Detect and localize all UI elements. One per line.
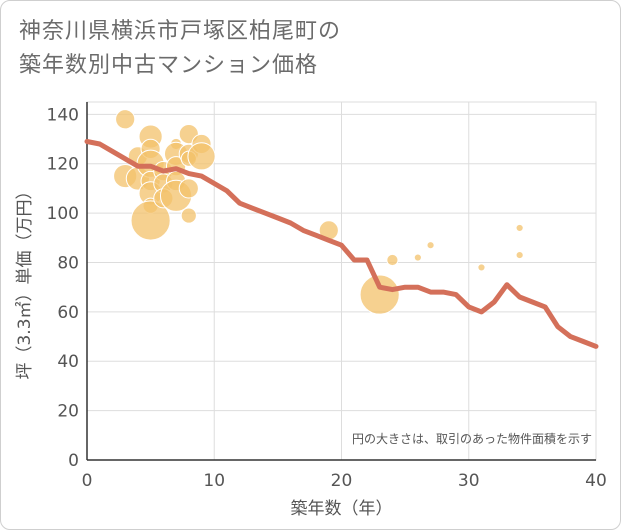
y-tick-label: 100: [47, 204, 79, 224]
y-tick-label: 80: [57, 253, 79, 273]
x-tick-label: 20: [331, 471, 353, 491]
grid-lines: [86, 101, 597, 461]
title-line-2: 築年数別中古マンション価格: [19, 53, 319, 78]
title-line-1: 神奈川県横浜市戸塚区柏尾町の: [19, 19, 342, 44]
bubble-point: [515, 223, 524, 233]
y-tick-label: 60: [57, 303, 79, 323]
y-tick-label: 140: [47, 105, 79, 125]
x-tick-label: 30: [458, 471, 480, 491]
bubble-point: [178, 178, 199, 199]
y-tick-label: 20: [57, 402, 79, 422]
chart-title: 神奈川県横浜市戸塚区柏尾町の 築年数別中古マンション価格: [19, 15, 341, 83]
x-tick-label: 40: [585, 471, 607, 491]
average-price-line: [84, 139, 599, 349]
y-tick-label: 0: [68, 451, 79, 471]
size-note: 円の大きさは、取引のあった物件面積を示す: [352, 431, 592, 446]
y-tick-label: 120: [47, 155, 79, 175]
bubble-point: [180, 207, 197, 224]
bubble-point: [359, 274, 400, 315]
tick-labels: 0 20 40 60 80 100 120 140 0 10 20 30 40: [47, 105, 607, 491]
y-tick-label: 40: [57, 352, 79, 372]
bubble-point: [477, 263, 486, 272]
bubble-point: [515, 250, 524, 260]
bubble-point: [386, 253, 399, 267]
x-tick-label: 0: [82, 471, 93, 491]
x-tick-label: 10: [203, 471, 225, 491]
bubble-point: [187, 142, 216, 171]
bubble-layer: [113, 109, 524, 315]
bubble-point: [426, 241, 435, 250]
y-axis-title: 坪（3.3㎡）単価（万円）: [15, 182, 35, 379]
bubble-point: [130, 200, 171, 241]
x-axis-title: 築年数（年）: [291, 499, 393, 519]
bubble-point: [115, 109, 136, 130]
bubble-point: [413, 253, 422, 262]
trend-line-layer: [84, 139, 599, 349]
